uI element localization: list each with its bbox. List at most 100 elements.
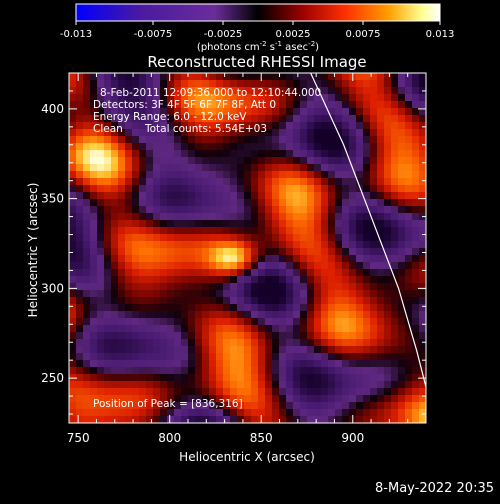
heatmap-cell [244,73,252,81]
heatmap-cell [139,101,147,109]
heatmap-cell [314,346,322,354]
heatmap-cell [251,388,259,396]
heatmap-cell [202,87,210,95]
heatmap-cell [398,213,406,221]
heatmap-cell [167,262,175,270]
heatmap-cell [293,276,301,284]
heatmap-cell [265,199,273,207]
heatmap-cell [356,157,364,165]
heatmap-cell [272,101,280,109]
heatmap-cell [139,318,147,326]
heatmap-cell [363,290,371,298]
heatmap-cell [244,332,252,340]
heatmap-cell [384,234,392,242]
heatmap-cell [251,409,259,417]
heatmap-cell [335,290,343,298]
heatmap-cell [272,94,280,102]
heatmap-cell [258,339,266,347]
heatmap-cell [118,164,126,172]
heatmap-cell [272,339,280,347]
solar-limb-curve [310,73,426,388]
heatmap-cell [132,283,140,291]
heatmap-cell [97,87,105,95]
heatmap-cell [174,143,182,151]
heatmap-cell [202,143,210,151]
heatmap-cell [251,374,259,382]
heatmap-cell [384,136,392,144]
heatmap-cell [118,388,126,396]
heatmap-cell [146,136,154,144]
heatmap-cell [139,115,147,123]
heatmap-cell [349,206,357,214]
heatmap-cell [209,262,217,270]
heatmap-cell [153,192,161,200]
heatmap-cell [412,374,420,382]
heatmap-cell [300,227,308,235]
heatmap-cell [314,395,322,403]
heatmap-cell [377,150,385,158]
heatmap-cell [286,150,294,158]
heatmap-cell [328,129,336,137]
heatmap-cell [328,199,336,207]
heatmap-cell [97,206,105,214]
heatmap-cell [69,325,77,333]
heatmap-cell [335,164,343,172]
heatmap-cell [111,311,119,319]
heatmap-cell [391,262,399,270]
heatmap-cell [188,276,196,284]
heatmap-cell [111,213,119,221]
heatmap-cell [216,346,224,354]
heatmap-cell [174,388,182,396]
heatmap-cell [335,388,343,396]
heatmap-cell [97,234,105,242]
heatmap-cell [342,136,350,144]
heatmap-cell [111,402,119,410]
heatmap-cell [125,227,133,235]
heatmap-cell [153,332,161,340]
heatmap-cell [244,136,252,144]
heatmap-cell [90,192,98,200]
heatmap-cell [307,395,315,403]
heatmap-cell [167,269,175,277]
heatmap-cell [174,269,182,277]
heatmap-cell [391,206,399,214]
heatmap-cell [314,402,322,410]
heatmap-cell [356,108,364,116]
heatmap-cell [279,234,287,242]
heatmap-cell [160,269,168,277]
heatmap-cell [237,178,245,186]
heatmap-cell [419,332,426,340]
heatmap-cell [83,290,91,298]
heatmap-cell [181,318,189,326]
heatmap-cell [356,346,364,354]
heatmap-cell [307,374,315,382]
heatmap-cell [363,101,371,109]
heatmap-cell [251,276,259,284]
heatmap-cell [342,402,350,410]
heatmap-cell [118,332,126,340]
heatmap-cell [181,164,189,172]
heatmap-cell [83,304,91,312]
heatmap-cell [342,360,350,368]
heatmap-cell [307,227,315,235]
heatmap-cell [167,276,175,284]
heatmap-cell [265,213,273,221]
heatmap-cell [216,297,224,305]
heatmap-cell [342,290,350,298]
heatmap-cell [286,199,294,207]
heatmap-cell [195,157,203,165]
heatmap-cell [328,381,336,389]
heatmap-cell [300,143,308,151]
heatmap-cell [286,367,294,375]
heatmap-cell [230,157,238,165]
heatmap-cell [363,367,371,375]
heatmap-cell [118,101,126,109]
heatmap-cell [314,199,322,207]
heatmap-cell [342,185,350,193]
heatmap-cell [370,318,378,326]
heatmap-cell [405,297,413,305]
heatmap-cell [174,332,182,340]
heatmap-cell [139,360,147,368]
heatmap-cell [272,185,280,193]
heatmap-cell [244,213,252,221]
